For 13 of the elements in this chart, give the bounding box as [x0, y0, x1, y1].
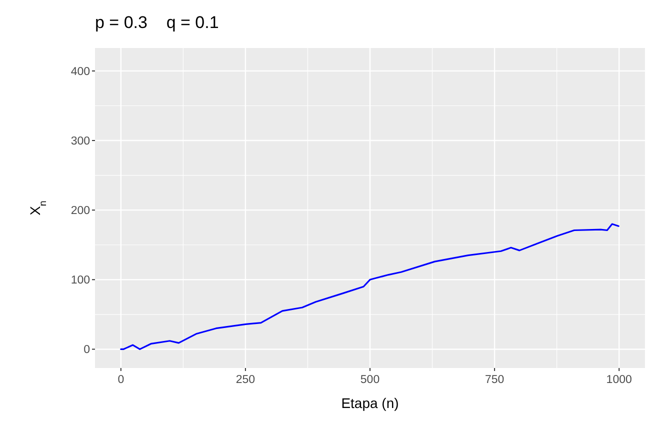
x-tick-label: 500: [360, 374, 380, 386]
x-tick-label: 0: [118, 374, 124, 386]
y-tick-label: 400: [70, 66, 90, 78]
line-series: [120, 223, 620, 350]
y-tick-label: 200: [70, 205, 90, 218]
x-tick-label: 750: [484, 374, 504, 386]
x-tick-label: 250: [236, 374, 256, 386]
y-tick-label: 300: [70, 136, 90, 148]
y-tick-label: 0: [84, 344, 90, 356]
x-tick-label: 1000: [606, 374, 632, 386]
y-tick-label: 100: [70, 274, 90, 287]
x-axis-title: Etapa (n): [341, 395, 399, 411]
chart-title: p = 0.3 q = 0.1: [95, 13, 219, 32]
